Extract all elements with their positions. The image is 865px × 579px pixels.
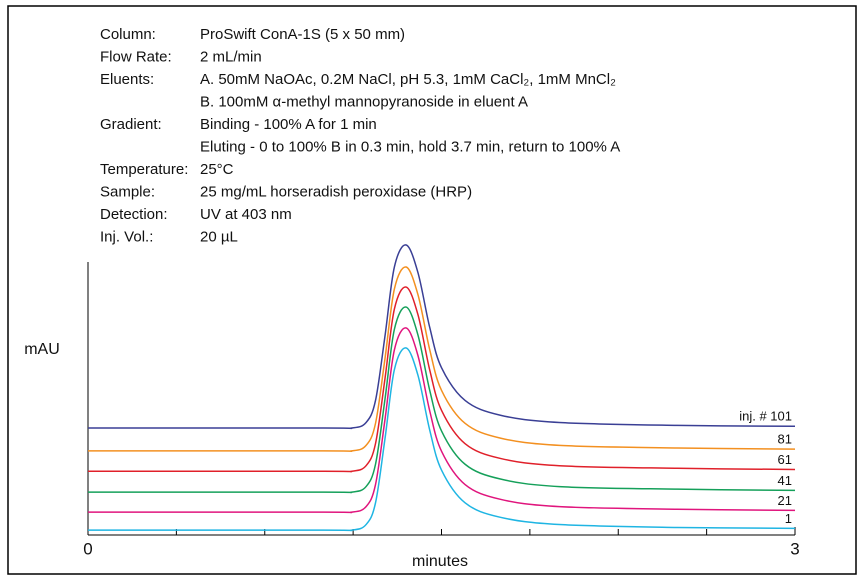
series-label: 41 <box>778 473 792 488</box>
condition-label: Eluents: <box>100 71 154 88</box>
condition-value: 20 µL <box>200 228 238 245</box>
series-label: 81 <box>778 432 792 447</box>
trace <box>88 347 796 532</box>
condition-value: Binding - 100% A for 1 min <box>200 116 377 133</box>
condition-value: B. 100mM α-methyl mannopyranoside in elu… <box>200 93 528 110</box>
condition-label: Detection: <box>100 206 168 223</box>
trace <box>87 327 796 514</box>
condition-value: 25°C <box>200 161 234 178</box>
trace <box>88 286 796 473</box>
frame <box>7 5 857 575</box>
trace <box>88 306 796 494</box>
condition-value: 2 mL/min <box>200 48 262 65</box>
y-axis-label: mAU <box>24 341 60 358</box>
trace <box>88 266 796 453</box>
condition-value: ProSwift ConA-1S (5 x 50 mm) <box>200 26 405 43</box>
series-label: 21 <box>778 493 792 508</box>
condition-label: Inj. Vol.: <box>100 228 153 245</box>
condition-label: Sample: <box>100 183 155 200</box>
condition-value: 25 mg/mL horseradish peroxidase (HRP) <box>200 183 472 200</box>
series-label: inj. # 101 <box>739 409 792 424</box>
x-tick-label: 3 <box>790 539 799 558</box>
condition-value: Eluting - 0 to 100% B in 0.3 min, hold 3… <box>200 138 620 155</box>
trace <box>88 244 796 430</box>
x-axis-label: minutes <box>412 553 468 570</box>
series-label: 61 <box>778 452 792 467</box>
condition-value: UV at 403 nm <box>200 206 292 223</box>
condition-label: Column: <box>100 26 156 43</box>
condition-label: Temperature: <box>100 161 188 178</box>
series-label: 1 <box>785 511 792 526</box>
condition-label: Flow Rate: <box>100 48 172 65</box>
condition-value: A. 50mM NaOAc, 0.2M NaCl, pH 5.3, 1mM Ca… <box>200 71 616 88</box>
condition-label: Gradient: <box>100 116 162 133</box>
x-tick-label: 0 <box>83 539 92 558</box>
